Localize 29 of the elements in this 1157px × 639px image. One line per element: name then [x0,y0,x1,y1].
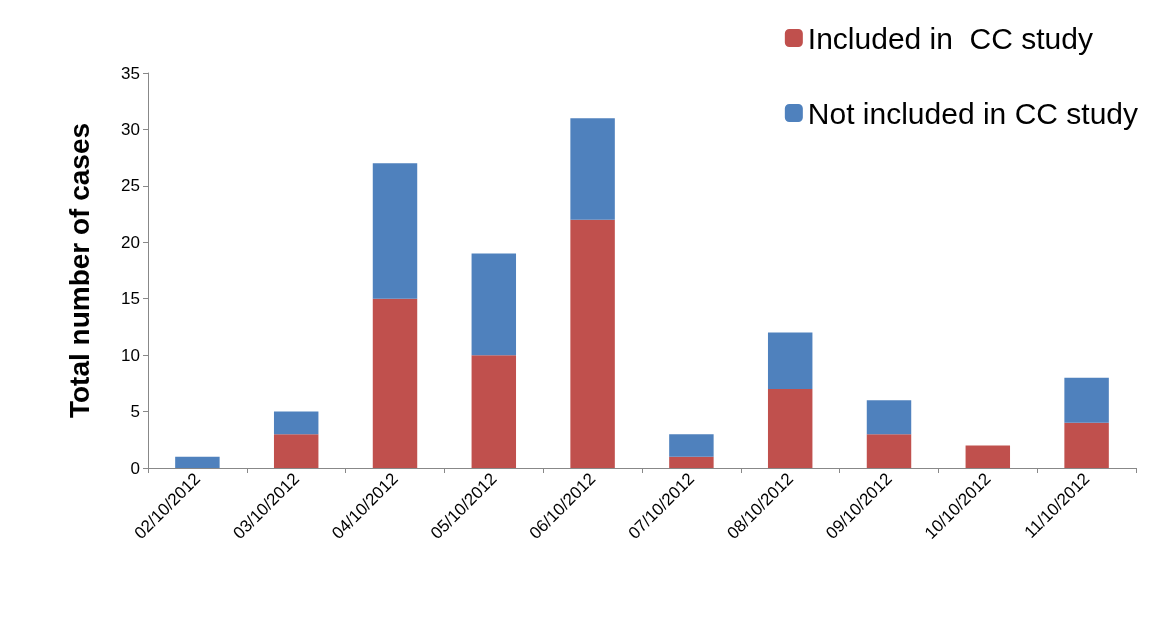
y-tick-label: 25 [121,176,140,196]
bar [570,118,615,220]
y-tick-label: 20 [121,232,140,252]
y-tick-label: 0 [130,458,140,478]
bar [372,163,418,299]
bar [767,389,813,468]
legend-label: Included in CC study [807,21,1093,55]
bar [372,298,418,468]
bar [471,355,517,468]
y-tick-label: 15 [121,289,140,309]
y-tick-label: 35 [121,63,140,83]
y-axis-title: Total number of cases [63,122,95,419]
y-tick-label: 30 [121,119,140,139]
bar [273,411,319,435]
bar [570,219,615,468]
bar [175,456,220,468]
bar [1064,422,1109,468]
bar [669,456,714,468]
bar [471,253,517,356]
bar [866,400,912,435]
bar [767,332,813,389]
bar [1064,377,1109,423]
legend-label: Not included in CC study [807,96,1139,130]
y-tick-label: 5 [130,402,140,422]
y-tick-label: 10 [121,345,140,365]
bar [866,434,912,468]
bar [273,434,319,468]
bar [669,434,714,457]
bar [965,445,1011,468]
